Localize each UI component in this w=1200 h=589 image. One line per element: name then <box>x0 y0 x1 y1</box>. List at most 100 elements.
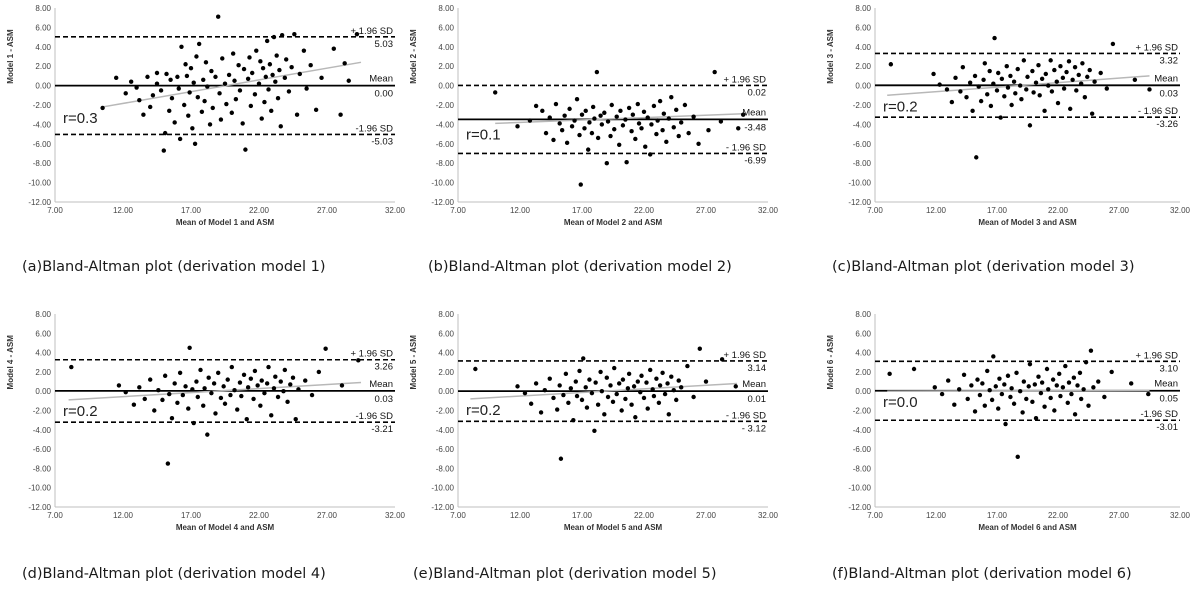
data-point <box>636 121 642 126</box>
data-point <box>967 80 973 85</box>
data-point <box>290 375 296 380</box>
data-point <box>145 74 150 80</box>
data-point <box>1019 96 1024 102</box>
data-point <box>175 400 180 405</box>
data-point <box>648 152 653 157</box>
data-point <box>1082 95 1088 100</box>
data-point <box>271 34 277 40</box>
y-tick-label: 4.00 <box>438 349 454 358</box>
y-tick-label: 0.00 <box>438 387 454 396</box>
data-point <box>571 417 576 423</box>
data-point <box>188 65 194 71</box>
data-point <box>555 407 560 412</box>
data-point <box>558 456 564 461</box>
data-point <box>660 370 665 376</box>
x-tick-label: 12.00 <box>926 511 947 520</box>
data-point <box>248 376 254 381</box>
data-point <box>572 118 577 123</box>
data-point <box>566 400 571 405</box>
data-point <box>593 380 598 385</box>
data-point <box>186 406 191 411</box>
data-point <box>602 412 607 417</box>
data-point <box>617 381 622 386</box>
data-point <box>626 371 632 377</box>
correlation-label: r=0.2 <box>466 402 501 419</box>
x-tick-label: 17.00 <box>181 206 202 215</box>
data-point <box>237 380 243 385</box>
chart-e: 8.00 6.00 4.00 2.00 0.00 -2.00 -4.00 -6.00 -8.00… <box>409 310 779 532</box>
data-point <box>313 107 319 113</box>
data-point <box>989 397 995 403</box>
data-point <box>706 128 711 133</box>
data-point <box>1060 385 1066 390</box>
data-point <box>631 384 637 389</box>
data-point <box>623 117 628 122</box>
x-tick-label: 32.00 <box>758 206 779 215</box>
data-point <box>577 132 582 138</box>
data-point <box>259 116 264 121</box>
data-point <box>131 402 137 407</box>
x-tick-label: 22.00 <box>249 511 270 520</box>
y-tick-label: -4.00 <box>853 426 872 435</box>
y-tick-label: -8.00 <box>853 464 872 473</box>
data-point <box>1146 391 1151 397</box>
data-point <box>608 133 613 139</box>
data-point <box>563 371 569 377</box>
data-point <box>669 95 674 100</box>
data-point <box>165 461 171 466</box>
data-point <box>1046 83 1051 88</box>
data-point <box>172 381 177 386</box>
data-point <box>682 102 688 108</box>
panel-a: 8.00 6.00 4.00 2.00 0.00 -2.00 -4.00 -6.00 -8.00… <box>0 0 406 295</box>
caption-d: (d)Bland-Altman plot (derivation model 4… <box>22 566 326 582</box>
x-tick-label: 17.00 <box>181 511 202 520</box>
data-point <box>266 364 271 370</box>
data-point <box>991 81 996 86</box>
data-point <box>664 139 669 145</box>
x-tick-label: 32.00 <box>385 206 406 215</box>
data-point <box>669 374 674 379</box>
data-point <box>258 59 263 64</box>
y-tick-label: 6.00 <box>438 23 454 32</box>
y-tick-label: 6.00 <box>855 329 871 338</box>
data-point <box>718 119 724 124</box>
upper-limit-label: + 1.96 SD <box>350 26 393 37</box>
data-point <box>599 389 605 394</box>
data-point <box>162 373 168 378</box>
data-point <box>1024 87 1029 92</box>
data-point <box>1078 81 1084 86</box>
data-point <box>651 393 657 399</box>
data-point <box>1104 86 1109 91</box>
data-point <box>528 401 534 406</box>
data-point <box>275 96 281 101</box>
x-tick-label: 12.00 <box>510 206 531 215</box>
data-point <box>1014 370 1019 376</box>
data-point <box>191 420 196 426</box>
data-point <box>342 61 347 66</box>
y-tick-label: -6.00 <box>853 140 872 149</box>
y-tick-label: -4.00 <box>853 120 872 129</box>
data-point <box>887 371 892 377</box>
data-point <box>547 376 552 381</box>
data-point <box>1077 370 1083 376</box>
x-tick-label: 27.00 <box>696 511 717 520</box>
data-point <box>538 410 544 415</box>
data-point <box>972 409 978 414</box>
data-point <box>236 63 241 68</box>
data-point <box>568 386 574 391</box>
data-point <box>975 377 980 382</box>
data-point <box>590 104 596 110</box>
correlation-label: r=0.2 <box>63 403 98 420</box>
data-point <box>612 365 617 371</box>
data-point <box>946 378 951 383</box>
y-tick-label: 6.00 <box>438 329 454 338</box>
data-point <box>69 364 74 370</box>
data-point <box>245 76 251 82</box>
y-tick-label: -12.00 <box>431 503 454 512</box>
data-point <box>137 97 142 103</box>
data-point <box>293 416 298 422</box>
data-point <box>1037 93 1042 98</box>
data-point <box>205 432 210 437</box>
data-point <box>1110 41 1116 47</box>
data-point <box>617 142 622 147</box>
